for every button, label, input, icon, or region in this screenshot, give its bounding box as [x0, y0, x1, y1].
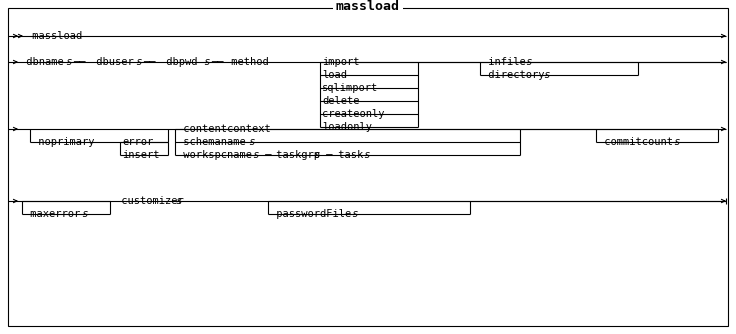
- Text: ─: ─: [259, 150, 272, 160]
- Text: s: s: [538, 70, 551, 80]
- Text: s: s: [247, 150, 260, 160]
- Text: -schemaname: -schemaname: [177, 137, 246, 147]
- Text: import: import: [322, 57, 359, 67]
- Text: insert: insert: [122, 150, 160, 160]
- Text: load: load: [322, 70, 347, 80]
- Text: s: s: [346, 209, 358, 219]
- Text: s: s: [130, 57, 143, 67]
- Text: -massload: -massload: [26, 31, 82, 41]
- Text: s: s: [60, 57, 73, 67]
- Text: -noprimary: -noprimary: [32, 137, 94, 147]
- Text: -directory: -directory: [482, 70, 545, 80]
- Text: s: s: [308, 150, 320, 160]
- Text: -commitcount: -commitcount: [598, 137, 673, 147]
- Text: ──: ──: [73, 57, 85, 67]
- Text: error: error: [122, 137, 153, 147]
- Text: -infile: -infile: [482, 57, 526, 67]
- Text: massload: massload: [336, 0, 400, 12]
- Text: s: s: [170, 196, 183, 206]
- Text: -contentcontext: -contentcontext: [177, 124, 271, 134]
- Text: -taskgrp: -taskgrp: [270, 150, 320, 160]
- Text: -dbname: -dbname: [20, 57, 64, 67]
- Text: sqlimport: sqlimport: [322, 83, 378, 93]
- Text: -customizer: -customizer: [115, 196, 184, 206]
- Text: s: s: [198, 57, 210, 67]
- Text: -dbuser: -dbuser: [90, 57, 134, 67]
- Text: -maxerror: -maxerror: [24, 209, 80, 219]
- Text: -method: -method: [225, 57, 269, 67]
- Text: -task: -task: [332, 150, 364, 160]
- Text: s: s: [668, 137, 681, 147]
- Text: s: s: [243, 137, 255, 147]
- Text: s: s: [520, 57, 533, 67]
- Text: -passwordFile: -passwordFile: [270, 209, 351, 219]
- Text: -workspcname: -workspcname: [177, 150, 252, 160]
- Text: ──: ──: [211, 57, 224, 67]
- Text: ──: ──: [143, 57, 155, 67]
- Text: loadonly: loadonly: [322, 122, 372, 132]
- Text: createonly: createonly: [322, 109, 384, 119]
- Text: -dbpwd: -dbpwd: [160, 57, 197, 67]
- Text: s: s: [358, 150, 370, 160]
- Text: s: s: [76, 209, 88, 219]
- Text: ─: ─: [320, 150, 333, 160]
- Text: delete: delete: [322, 96, 359, 106]
